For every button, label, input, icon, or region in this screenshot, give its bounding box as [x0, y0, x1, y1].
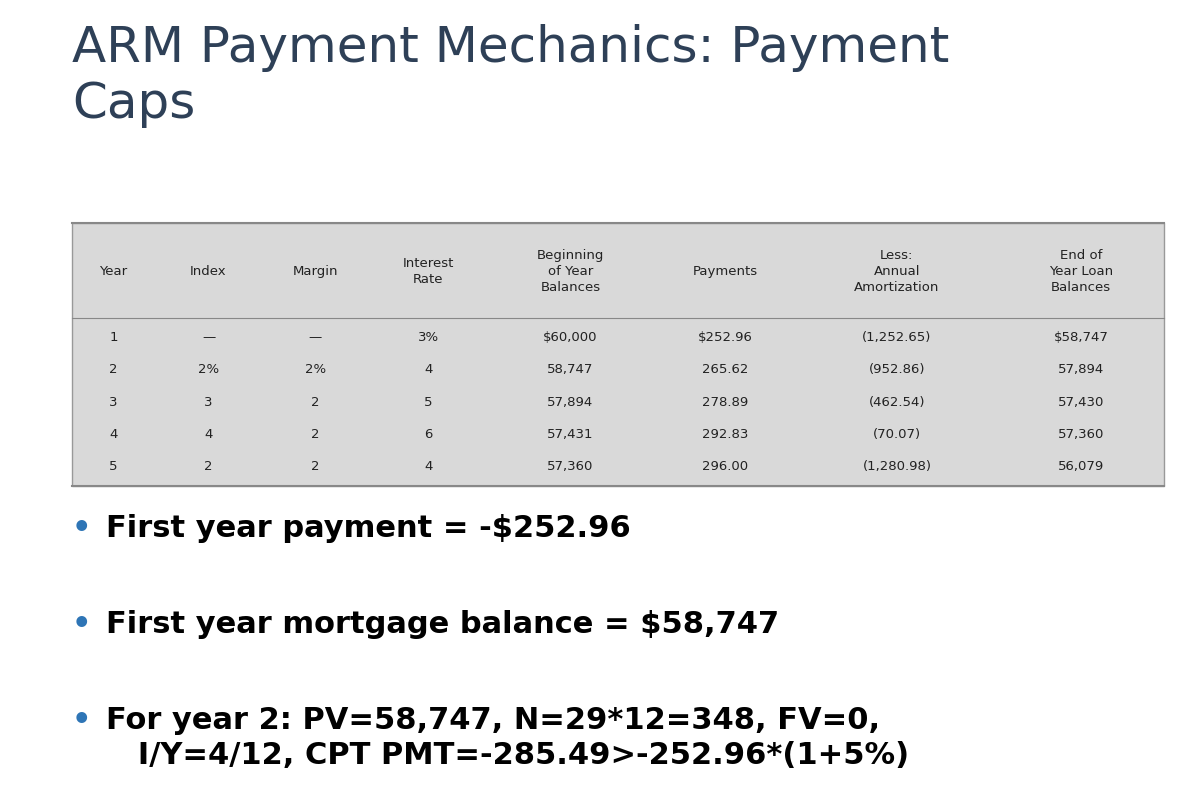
Text: 4: 4: [109, 428, 118, 441]
Text: 2: 2: [311, 428, 319, 441]
Text: 2%: 2%: [305, 364, 326, 377]
Text: First year mortgage balance = $58,747: First year mortgage balance = $58,747: [106, 610, 779, 639]
Text: First year payment = -$252.96: First year payment = -$252.96: [106, 514, 630, 544]
Text: 57,360: 57,360: [1057, 428, 1104, 441]
Text: 6: 6: [424, 428, 432, 441]
Text: Index: Index: [190, 265, 227, 278]
Text: 296.00: 296.00: [702, 460, 748, 473]
Text: (462.54): (462.54): [869, 395, 925, 409]
Text: Payments: Payments: [692, 265, 757, 278]
Text: For year 2: PV=58,747, N=29*12=348, FV=0,
   I/Y=4/12, CPT PMT=-285.49>-252.96*(: For year 2: PV=58,747, N=29*12=348, FV=0…: [106, 706, 908, 770]
Text: 57,430: 57,430: [1057, 395, 1104, 409]
Text: 2: 2: [311, 395, 319, 409]
Text: ARM Payment Mechanics: Payment
Caps: ARM Payment Mechanics: Payment Caps: [72, 24, 949, 128]
Text: (952.86): (952.86): [869, 364, 925, 377]
Text: Year: Year: [100, 265, 127, 278]
Text: 57,360: 57,360: [547, 460, 594, 473]
Text: 57,894: 57,894: [547, 395, 594, 409]
Text: 278.89: 278.89: [702, 395, 748, 409]
Text: 2: 2: [204, 460, 212, 473]
Text: (1,280.98): (1,280.98): [863, 460, 931, 473]
Text: 4: 4: [424, 364, 432, 377]
Text: 265.62: 265.62: [702, 364, 748, 377]
Text: 3: 3: [204, 395, 212, 409]
Text: •: •: [72, 610, 91, 639]
Text: •: •: [72, 514, 91, 544]
Text: 57,894: 57,894: [1057, 364, 1104, 377]
Text: 292.83: 292.83: [702, 428, 748, 441]
Text: (70.07): (70.07): [872, 428, 920, 441]
FancyBboxPatch shape: [72, 223, 1164, 486]
Text: —: —: [202, 331, 215, 344]
Text: 57,431: 57,431: [547, 428, 594, 441]
Text: —: —: [308, 331, 322, 344]
Text: End of
Year Loan
Balances: End of Year Loan Balances: [1049, 249, 1112, 294]
Text: 2: 2: [311, 460, 319, 473]
Text: •: •: [72, 706, 91, 735]
Text: Less:
Annual
Amortization: Less: Annual Amortization: [854, 249, 940, 294]
Text: $58,747: $58,747: [1054, 331, 1109, 344]
Text: $252.96: $252.96: [697, 331, 752, 344]
Text: 2%: 2%: [198, 364, 220, 377]
Text: (1,252.65): (1,252.65): [863, 331, 931, 344]
Text: 3: 3: [109, 395, 118, 409]
Text: Beginning
of Year
Balances: Beginning of Year Balances: [536, 249, 605, 294]
Text: 4: 4: [424, 460, 432, 473]
Text: 1: 1: [109, 331, 118, 344]
Text: 5: 5: [109, 460, 118, 473]
Text: 3%: 3%: [418, 331, 439, 344]
Text: 4: 4: [204, 428, 212, 441]
Text: 5: 5: [424, 395, 432, 409]
Text: $60,000: $60,000: [544, 331, 598, 344]
Text: 56,079: 56,079: [1057, 460, 1104, 473]
Text: 58,747: 58,747: [547, 364, 594, 377]
Text: Interest
Rate: Interest Rate: [402, 257, 454, 286]
Text: Margin: Margin: [293, 265, 338, 278]
Text: 2: 2: [109, 364, 118, 377]
